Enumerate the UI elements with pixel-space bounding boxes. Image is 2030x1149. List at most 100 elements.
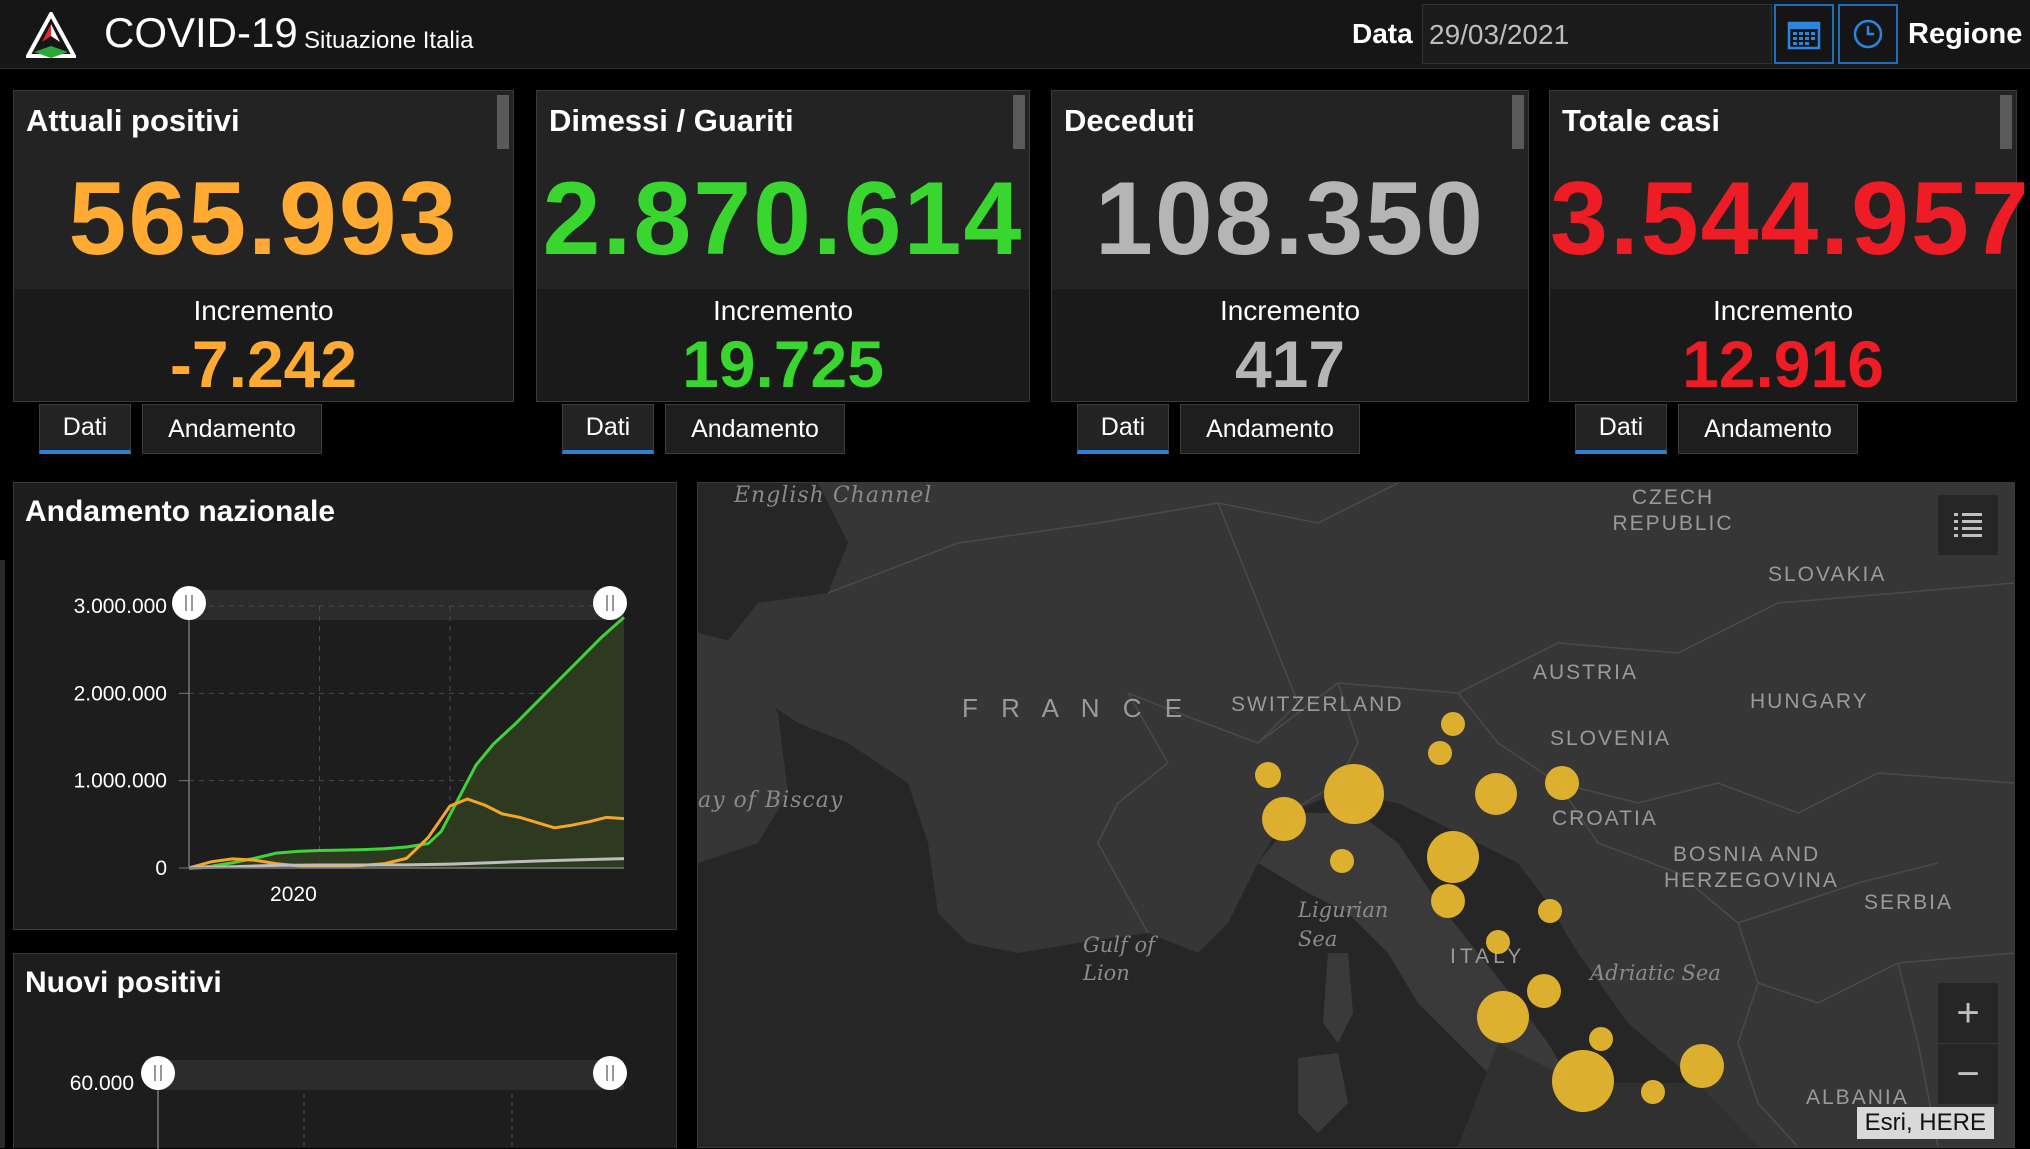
region-bubble[interactable] [1324, 764, 1384, 824]
region-bubble[interactable] [1641, 1080, 1665, 1104]
region-bubble[interactable] [1428, 741, 1452, 765]
tab-dati[interactable]: Dati [1575, 404, 1667, 454]
region-bubble[interactable] [1538, 899, 1562, 923]
slider-handle-start[interactable] [141, 1056, 175, 1090]
region-bubble[interactable] [1477, 991, 1529, 1043]
series-line-2 [188, 857, 625, 870]
tab-dati[interactable]: Dati [39, 404, 131, 454]
map-label-country: HERZEGOVINA [1664, 869, 1839, 892]
region-button[interactable]: Regione [1908, 18, 2023, 50]
y-tick-label: 3.000.000 [74, 595, 167, 618]
case-bubbles [1255, 712, 1724, 1112]
x-tick-label: 2020 [270, 883, 317, 906]
map-label-sea: Lion [1083, 961, 1130, 985]
tab-andamento[interactable]: Andamento [142, 404, 322, 454]
card-value: 565.993 [68, 161, 459, 277]
region-bubble[interactable] [1475, 773, 1517, 815]
region-bubble[interactable] [1486, 930, 1510, 954]
map-label-sea: Ligurian [1298, 898, 1389, 922]
panel-title: Nuovi positivi [25, 966, 222, 999]
region-bubble[interactable] [1255, 762, 1281, 788]
y-tick-label: 60.000 [70, 1072, 134, 1095]
map-label-sea: Sea [1298, 927, 1338, 951]
region-bubble[interactable] [1262, 797, 1306, 841]
card-attuali-positivi: Attuali positivi 565.993 Incremento -7.2… [13, 90, 514, 402]
slider-handle-end[interactable] [593, 586, 627, 620]
zoom-in-button[interactable]: + [1938, 983, 1998, 1044]
land-area [1323, 953, 1353, 1043]
map-label-country: CZECH REPUBLIC [1612, 486, 1734, 535]
panel-nuovi-positivi: Nuovi positivi 60.000 [13, 953, 677, 1149]
map-label-sea: Gulf of [1083, 933, 1155, 957]
trend-chart: 0 1.000.000 2.000.000 3.000.000 2020 [74, 586, 627, 906]
panel-andamento-nazionale: Andamento nazionale 0 1.000.000 2.000.000 3… [13, 482, 677, 930]
tab-andamento[interactable]: Andamento [1180, 404, 1360, 454]
map-label-sea: English Channel [734, 483, 933, 508]
map-label-country: ALBANIA [1806, 1086, 1909, 1109]
time-slider-track[interactable] [189, 590, 624, 620]
date-input[interactable]: 29/03/2021 [1422, 4, 1772, 64]
left-edge-bar [0, 560, 5, 1148]
region-bubble[interactable] [1441, 712, 1465, 736]
card-title: Totale casi [1562, 103, 1720, 138]
map-label-country: HUNGARY [1750, 690, 1869, 713]
region-bubble[interactable] [1680, 1044, 1724, 1088]
region-bubble[interactable] [1589, 1027, 1613, 1051]
map-label-country: BOSNIA AND [1673, 843, 1821, 866]
new-positive-chart: 60.000 [70, 1056, 627, 1149]
card-totale-casi: Totale casi 3.544.957 Incremento 12.916 [1549, 90, 2030, 402]
increment-value: 19.725 [682, 327, 884, 401]
map-label-country: F R A N C E [962, 693, 1191, 723]
map-label-country: SWITZERLAND [1231, 693, 1404, 716]
card-scrollbar[interactable] [2000, 95, 2012, 149]
region-bubble[interactable] [1527, 974, 1561, 1008]
y-tick-label: 1.000.000 [74, 770, 167, 793]
series-line-0 [188, 616, 625, 870]
clock-button[interactable] [1838, 4, 1898, 64]
zoom-out-button[interactable]: − [1938, 1044, 1998, 1104]
increment-label: Incremento [193, 295, 334, 326]
increment-label: Incremento [712, 295, 854, 326]
increment-label: Incremento [1219, 295, 1361, 326]
region-bubble[interactable] [1552, 1050, 1614, 1112]
map-label-country: SLOVAKIA [1768, 563, 1887, 586]
calendar-icon [1787, 21, 1821, 50]
slider-handle-start[interactable] [172, 586, 206, 620]
region-bubble[interactable] [1330, 849, 1354, 873]
region-bubble[interactable] [1427, 831, 1479, 883]
date-label: Data [1352, 18, 1413, 49]
card-value: 2.870.614 [542, 161, 1024, 277]
tab-andamento[interactable]: Andamento [1678, 404, 1858, 454]
card-value: 3.544.957 [1550, 161, 2030, 277]
tab-andamento[interactable]: Andamento [665, 404, 845, 454]
land-area [718, 483, 2014, 1147]
app-subtitle: Situazione Italia [304, 27, 474, 54]
map-view[interactable]: English Channel CZECH REPUBLIC SLOVAKIA … [697, 482, 2015, 1148]
card-title: Deceduti [1064, 103, 1195, 138]
map-label-sea: ay of Biscay [698, 788, 844, 813]
slider-handle-end[interactable] [593, 1056, 627, 1090]
panel-title: Andamento nazionale [25, 495, 336, 528]
layer-list-icon [1954, 513, 1982, 537]
map-label-country: SERBIA [1864, 891, 1954, 914]
card-scrollbar[interactable] [497, 95, 509, 149]
tab-dati[interactable]: Dati [1077, 404, 1169, 454]
basemap [698, 483, 2014, 1147]
card-scrollbar[interactable] [1512, 95, 1524, 149]
tab-dati[interactable]: Dati [562, 404, 654, 454]
region-bubble[interactable] [1431, 884, 1465, 918]
layer-list-button[interactable] [1938, 495, 1998, 555]
increment-label: Incremento [1712, 295, 1854, 326]
time-slider-track[interactable] [157, 1060, 624, 1090]
calendar-button[interactable] [1774, 4, 1834, 64]
map-label-sea: Adriatic Sea [1590, 961, 1721, 985]
land-area [1298, 1053, 1348, 1133]
series-area [189, 617, 624, 868]
region-bubble[interactable] [1545, 766, 1579, 800]
map-label-country: AUSTRIA [1533, 661, 1639, 684]
country-borders [827, 483, 2014, 1147]
app-title: COVID-19 [104, 9, 298, 56]
series-line-1 [188, 797, 625, 870]
card-scrollbar[interactable] [1013, 95, 1025, 149]
card-dimessi-guariti: Dimessi / Guariti 2.870.614 Incremento 1… [536, 90, 1030, 402]
